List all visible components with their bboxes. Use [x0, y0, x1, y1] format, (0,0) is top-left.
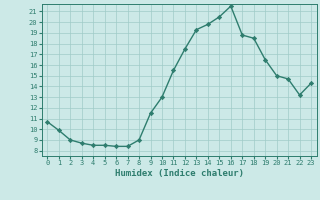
- X-axis label: Humidex (Indice chaleur): Humidex (Indice chaleur): [115, 169, 244, 178]
